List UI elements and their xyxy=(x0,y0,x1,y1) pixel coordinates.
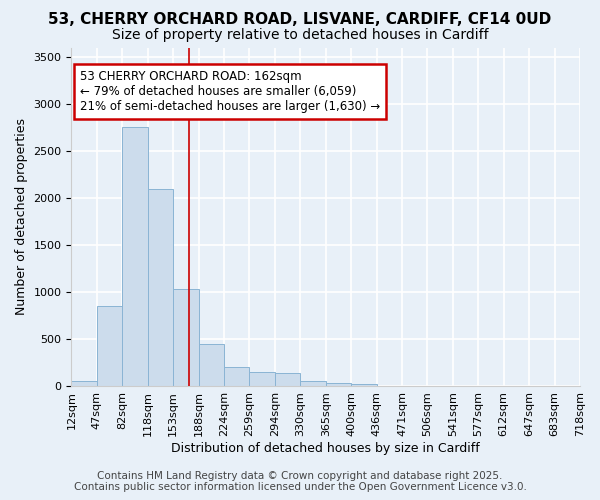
Bar xyxy=(300,381,326,386)
Bar xyxy=(173,290,199,386)
X-axis label: Distribution of detached houses by size in Cardiff: Distribution of detached houses by size … xyxy=(172,442,480,455)
Text: Size of property relative to detached houses in Cardiff: Size of property relative to detached ho… xyxy=(112,28,488,42)
Bar xyxy=(224,367,250,386)
Bar xyxy=(97,306,122,386)
Bar xyxy=(351,384,377,386)
Text: 53, CHERRY ORCHARD ROAD, LISVANE, CARDIFF, CF14 0UD: 53, CHERRY ORCHARD ROAD, LISVANE, CARDIF… xyxy=(49,12,551,28)
Bar xyxy=(122,126,148,386)
Bar xyxy=(250,372,275,386)
Bar xyxy=(148,188,173,386)
Y-axis label: Number of detached properties: Number of detached properties xyxy=(15,118,28,316)
Bar xyxy=(71,382,97,386)
Bar xyxy=(275,373,300,386)
Bar xyxy=(326,382,351,386)
Text: Contains HM Land Registry data © Crown copyright and database right 2025.
Contai: Contains HM Land Registry data © Crown c… xyxy=(74,471,526,492)
Text: 53 CHERRY ORCHARD ROAD: 162sqm
← 79% of detached houses are smaller (6,059)
21% : 53 CHERRY ORCHARD ROAD: 162sqm ← 79% of … xyxy=(80,70,380,113)
Bar xyxy=(199,344,224,386)
